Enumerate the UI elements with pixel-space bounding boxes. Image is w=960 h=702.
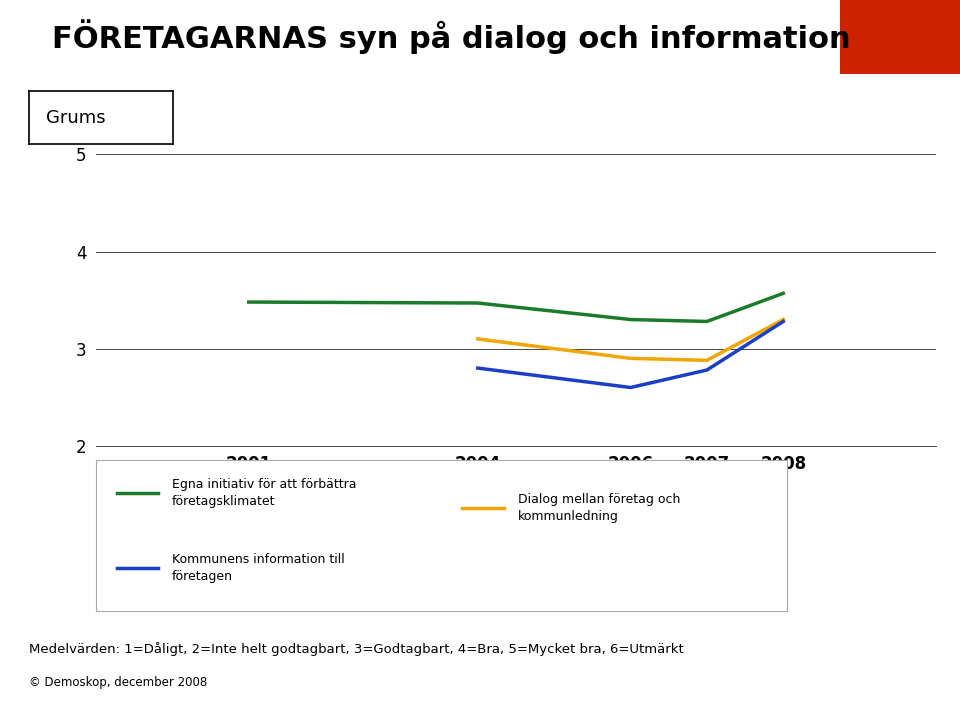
Text: © Demoskop, december 2008: © Demoskop, december 2008 [29, 676, 207, 689]
Text: Dialog mellan företag och
kommunledning: Dialog mellan företag och kommunledning [517, 493, 680, 523]
Text: Kommunens information till
företagen: Kommunens information till företagen [172, 553, 345, 583]
Text: Grums: Grums [46, 109, 106, 126]
Text: Egna initiativ för att förbättra
företagsklimatet: Egna initiativ för att förbättra företag… [172, 478, 356, 508]
Text: Medelvärden: 1=Dåligt, 2=Inte helt godtagbart, 3=Godtagbart, 4=Bra, 5=Mycket bra: Medelvärden: 1=Dåligt, 2=Inte helt godta… [29, 642, 684, 656]
Bar [840, 0, 960, 74]
Text: FÖRETAGARNAS syn på dialog och information: FÖRETAGARNAS syn på dialog och informati… [52, 20, 851, 54]
